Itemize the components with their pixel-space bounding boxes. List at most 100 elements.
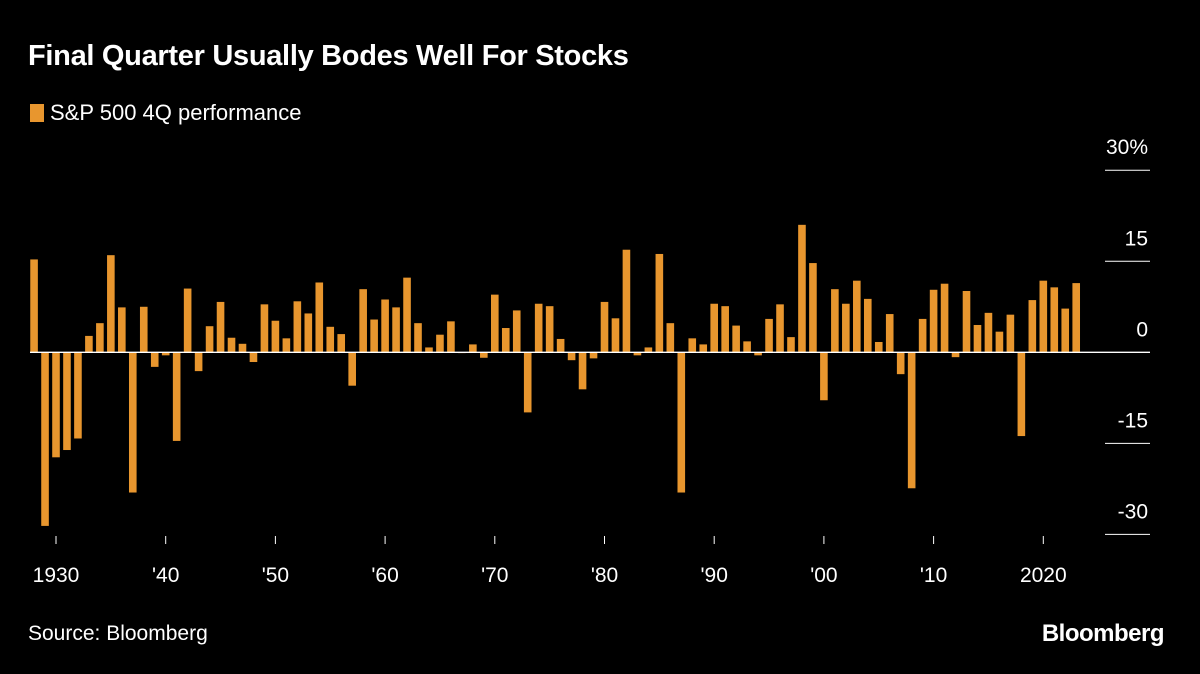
bar-1932 [74,352,82,439]
bar-2003 [853,280,861,353]
bar-2009 [918,318,927,353]
bar-1942 [183,288,192,353]
bar-1966 [447,321,455,353]
bar-2005 [874,341,883,353]
bar-1974 [534,303,543,353]
bar-1997 [787,337,795,353]
bar-1965 [436,334,444,353]
bar-1987 [677,352,686,493]
bar-2022 [1061,308,1070,353]
bar-1977 [567,352,576,361]
bar-1931 [63,352,71,451]
bar-1955 [326,326,335,353]
bar-1944 [205,326,214,353]
bar-2019 [1028,300,1037,353]
bar-1953 [304,313,313,353]
bloomberg-logo: Bloomberg [1041,620,1165,647]
x-tick-label: '60 [371,564,398,587]
bar-1959 [370,319,378,353]
bar-1929 [41,352,49,526]
bar-1938 [139,306,148,353]
bar-1952 [293,301,302,353]
bar-1969 [480,352,488,358]
x-tick-label: '40 [152,564,179,587]
bar-1993 [743,341,751,353]
bar-1964 [425,347,433,353]
bar-2012 [951,352,960,358]
bar-2014 [973,324,982,353]
x-tick-label: '50 [262,564,289,587]
legend: S&P 500 4Q performance [30,100,302,126]
x-tick-label: '10 [920,564,947,587]
bar-1935 [107,255,115,353]
bar-1980 [600,301,609,353]
bar-2018 [1017,352,1026,437]
legend-swatch [30,104,44,122]
bar-1940 [161,352,170,356]
bar-1930 [52,352,60,458]
bar-2008 [907,352,916,489]
bar-1933 [85,335,93,353]
bar-2006 [885,314,894,353]
bar-1978 [578,352,587,390]
bar-1996 [776,304,784,353]
bar-1939 [150,352,159,367]
bar-1990 [710,303,718,353]
bar-2010 [929,289,938,353]
bar-2016 [995,331,1004,353]
x-tick-label: '90 [701,564,728,587]
bar-1947 [238,343,247,353]
bar-1995 [765,318,773,353]
bar-1945 [216,301,225,353]
bar-2020 [1039,280,1048,353]
bar-1971 [501,328,510,353]
bar-1956 [337,334,346,353]
x-tick-label: '80 [591,564,618,587]
bar-1976 [556,338,565,353]
bar-1979 [589,352,598,359]
bar-1936 [118,307,126,353]
bar-2023 [1072,283,1081,353]
legend-label: S&P 500 4Q performance [50,100,302,125]
source-note: Source: Bloomberg [28,622,208,645]
y-tick-label: 0 [1136,318,1148,341]
bar-1961 [392,307,400,353]
bar-1970 [491,294,499,353]
bar-1998 [798,224,806,353]
y-tick-label: 15 [1125,227,1148,250]
bar-1986 [666,323,675,353]
bar-1948 [249,352,258,363]
bar-1962 [403,277,411,353]
bar-2021 [1050,287,1059,353]
bar-2011 [940,283,949,353]
bar-2013 [962,290,971,353]
bar-2004 [863,298,872,353]
x-tick-label: '00 [810,564,837,587]
bar-1983 [633,352,642,356]
bar-2000 [820,352,828,401]
bar-1937 [128,352,137,493]
bar-2007 [896,352,905,375]
x-tick-label: 1930 [33,564,80,587]
x-tick-label: '70 [481,564,508,587]
y-tick-label: 30% [1106,136,1148,159]
bar-1972 [512,310,521,353]
bar-2015 [984,312,993,353]
bar-1954 [315,282,324,353]
bar-2001 [831,289,839,353]
x-tick-label: 2020 [1020,564,1067,587]
bar-1985 [655,253,664,353]
bar-1934 [96,323,104,353]
bar-1963 [414,323,422,353]
bar-1960 [381,299,389,353]
bar-1982 [622,249,631,353]
bar-1999 [809,263,817,353]
bar-2017 [1006,314,1015,353]
chart-title: Final Quarter Usually Bodes Well For Sto… [28,40,629,72]
bar-1984 [644,347,653,353]
bar-1988 [688,338,697,353]
bar-1949 [260,304,269,353]
bar-1946 [227,337,236,353]
bar-1994 [754,352,762,356]
